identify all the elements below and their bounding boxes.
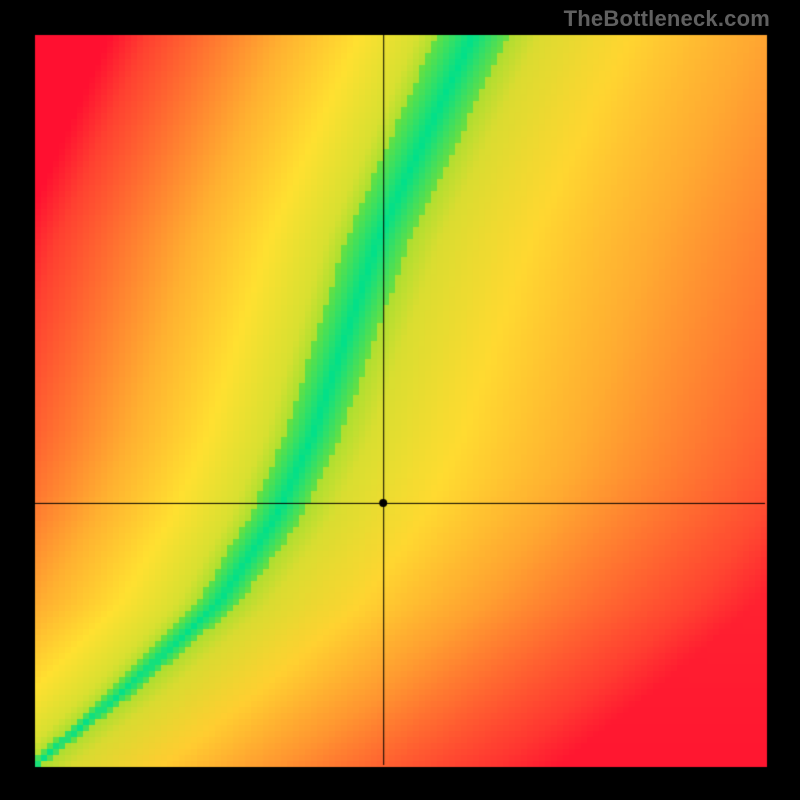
bottleneck-heatmap: [0, 0, 800, 800]
watermark-text: TheBottleneck.com: [564, 6, 770, 32]
chart-container: TheBottleneck.com: [0, 0, 800, 800]
